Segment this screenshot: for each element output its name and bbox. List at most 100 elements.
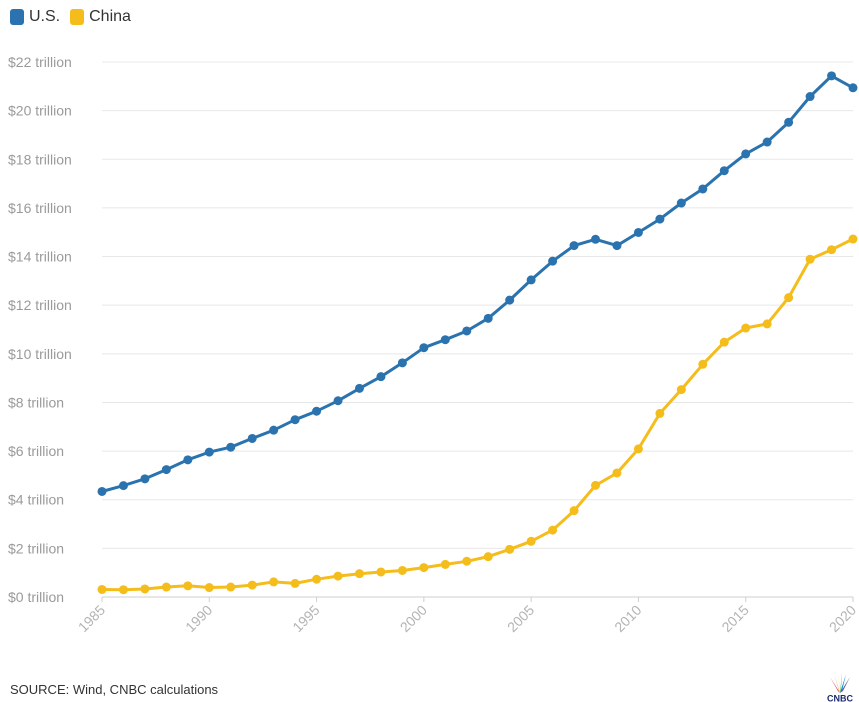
svg-text:CNBC: CNBC (827, 694, 853, 702)
y-tick-label-0: $0 trillion (8, 589, 64, 605)
legend-item-us[interactable]: U.S. (10, 8, 60, 26)
data-point-china-1990 (204, 583, 214, 593)
data-point-us-1989 (183, 455, 193, 465)
data-point-china-2020 (848, 234, 858, 244)
data-point-us-2001 (440, 335, 450, 345)
data-point-us-2011 (655, 214, 665, 224)
data-point-us-2004 (505, 295, 515, 305)
data-point-china-1998 (376, 567, 386, 577)
data-point-china-2018 (805, 254, 815, 264)
data-point-us-1994 (290, 415, 300, 425)
x-tick-label-1985: 1985 (75, 602, 108, 635)
data-point-us-1998 (376, 372, 386, 382)
data-point-china-1997 (354, 569, 364, 579)
data-point-us-2008 (591, 234, 601, 244)
data-point-china-2000 (419, 563, 429, 573)
data-point-us-2000 (419, 343, 429, 353)
legend-swatch-china (70, 9, 85, 25)
x-tick-label-2010: 2010 (611, 602, 644, 635)
chart-legend: U.S. China (10, 8, 135, 26)
data-point-china-2009 (612, 468, 622, 478)
data-point-china-1986 (118, 585, 128, 595)
data-point-china-2007 (569, 506, 579, 516)
data-point-us-1987 (140, 474, 150, 484)
y-tick-label-16: $16 trillion (8, 200, 72, 216)
data-point-us-1990 (204, 447, 214, 457)
chart-series (97, 71, 858, 595)
x-tick-label-2020: 2020 (826, 602, 859, 635)
y-tick-label-4: $4 trillion (8, 492, 64, 508)
data-point-china-1987 (140, 584, 150, 594)
data-point-china-2001 (440, 559, 450, 569)
data-point-us-2014 (719, 166, 729, 176)
data-point-china-2008 (591, 480, 601, 490)
chart-gridlines (102, 61, 853, 598)
x-tick-label-2005: 2005 (504, 602, 537, 635)
y-tick-label-8: $8 trillion (8, 394, 64, 410)
data-point-china-2006 (548, 525, 558, 535)
y-tick-label-10: $10 trillion (8, 346, 72, 362)
y-tick-label-6: $6 trillion (8, 443, 64, 459)
x-tick-label-1995: 1995 (289, 602, 322, 635)
data-point-china-2016 (762, 319, 772, 329)
data-point-china-2003 (483, 552, 493, 562)
data-point-china-2017 (784, 293, 794, 303)
gdp-line-chart: $0 trillion $2 trillion $4 trillion $6 tril… (8, 54, 859, 635)
x-tick-label-2015: 2015 (718, 602, 751, 635)
data-point-china-1985 (97, 584, 107, 594)
data-point-china-2011 (655, 408, 665, 418)
data-point-us-2010 (633, 227, 643, 237)
data-point-china-1992 (247, 580, 257, 590)
legend-label-china: China (89, 8, 131, 25)
data-point-us-2005 (526, 275, 536, 285)
series-line-china (100, 237, 855, 592)
data-point-us-2007 (569, 241, 579, 251)
data-point-us-1995 (312, 406, 322, 416)
data-point-us-1985 (97, 486, 107, 496)
data-point-us-1997 (354, 383, 364, 393)
x-tick-label-2000: 2000 (397, 602, 430, 635)
source-note: SOURCE: Wind, CNBC calculations (10, 682, 219, 697)
data-point-us-1986 (118, 481, 128, 491)
legend-item-china[interactable]: China (70, 8, 131, 26)
data-point-china-1989 (183, 581, 193, 591)
data-point-us-2017 (784, 117, 794, 127)
data-point-us-2003 (483, 313, 493, 323)
data-point-us-1991 (226, 442, 236, 452)
data-point-us-2013 (698, 184, 708, 194)
data-point-china-2015 (741, 323, 751, 333)
data-point-us-2009 (612, 241, 622, 251)
y-tick-label-12: $12 trillion (8, 297, 72, 313)
legend-swatch-us (10, 9, 24, 25)
data-point-us-2020 (848, 83, 858, 93)
data-point-china-2002 (462, 556, 472, 566)
data-point-china-2010 (633, 444, 643, 454)
cnbc-peacock-logo: CNBC (822, 671, 859, 702)
data-point-us-2018 (805, 92, 815, 102)
data-point-us-1993 (269, 425, 279, 435)
series-line-us (100, 74, 855, 493)
data-point-china-1999 (397, 565, 407, 575)
data-point-us-2006 (548, 256, 558, 266)
y-tick-label-2: $2 trillion (8, 540, 64, 556)
data-point-us-1999 (397, 358, 407, 368)
data-point-us-1996 (333, 396, 343, 406)
data-point-china-2012 (676, 385, 686, 395)
data-point-china-2014 (719, 337, 729, 347)
data-point-us-2015 (741, 149, 751, 159)
y-axis: $0 trillion $2 trillion $4 trillion $6 tril… (8, 54, 72, 605)
y-tick-label-14: $14 trillion (8, 249, 72, 265)
data-point-us-2012 (676, 198, 686, 208)
data-point-china-1988 (161, 582, 171, 592)
data-point-china-1991 (226, 582, 236, 592)
data-point-china-1996 (333, 571, 343, 581)
data-point-us-2002 (462, 326, 472, 336)
x-axis: 1985 1990 1995 2000 2005 2010 2015 2020 (75, 597, 859, 635)
legend-label-us: U.S. (29, 8, 61, 25)
data-point-us-1992 (247, 433, 257, 443)
data-point-us-1988 (161, 465, 171, 475)
data-point-china-1994 (290, 578, 300, 588)
data-point-china-2019 (827, 245, 837, 255)
y-tick-label-20: $20 trillion (8, 103, 72, 119)
y-tick-label-22: $22 trillion (8, 54, 72, 70)
